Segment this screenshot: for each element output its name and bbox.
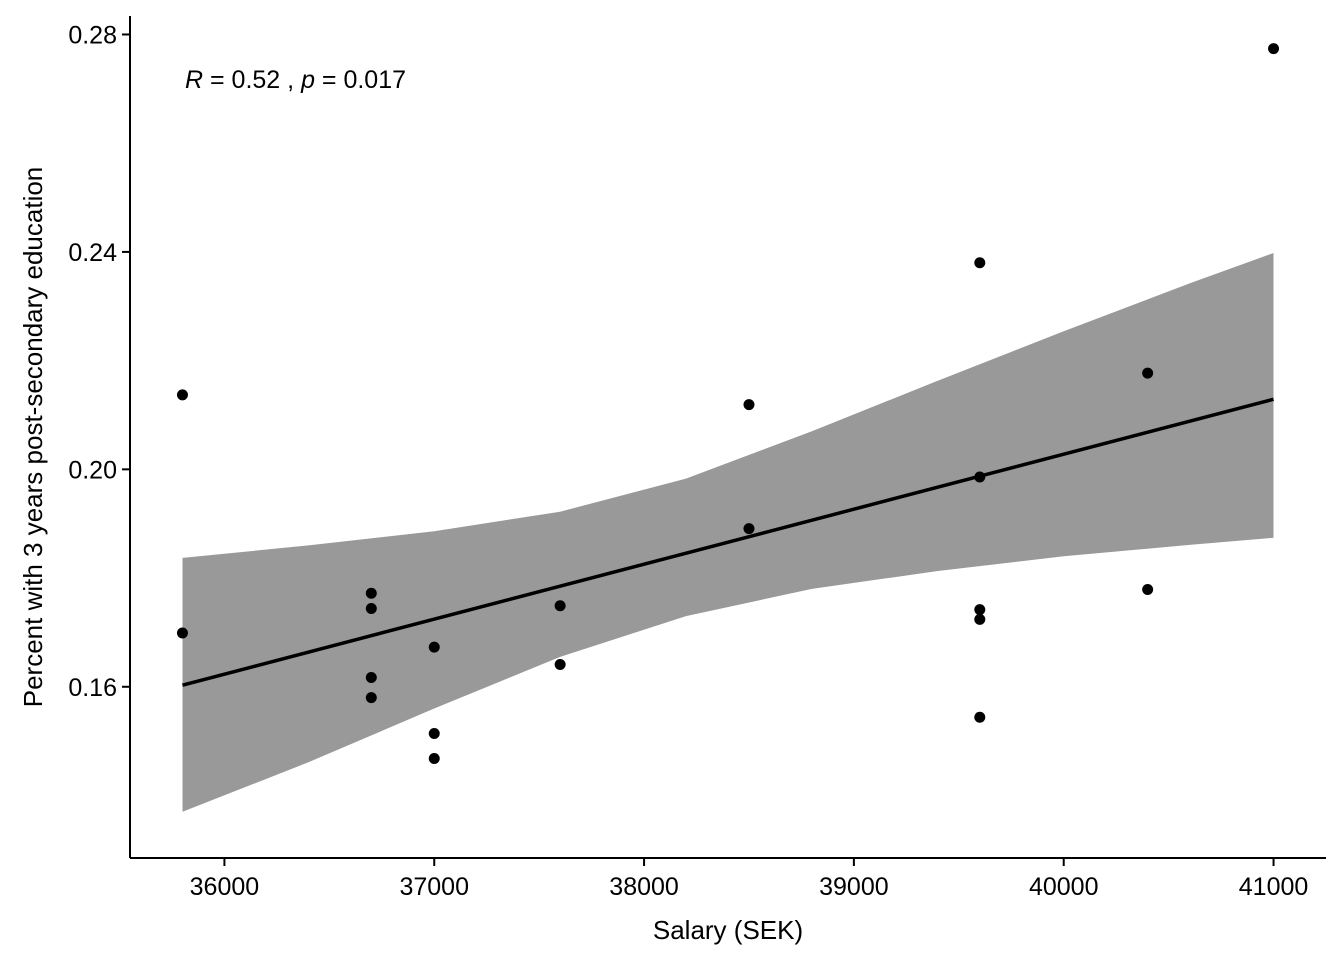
data-point [365, 672, 377, 684]
data-point [176, 389, 188, 401]
data-point [1268, 43, 1280, 55]
data-point [365, 692, 377, 704]
x-axis-title: Salary (SEK) [653, 915, 803, 945]
x-tick-label: 37000 [399, 873, 469, 901]
data-point [176, 627, 188, 639]
data-point [974, 711, 986, 723]
data-point [554, 600, 566, 612]
confidence-band [182, 253, 1274, 812]
r-value-text: = 0.52 , [203, 66, 301, 94]
p-value-text: = 0.017 [315, 66, 406, 94]
data-point [1142, 583, 1154, 595]
data-point [974, 604, 986, 616]
x-tick-label: 38000 [609, 873, 679, 901]
y-axis-title: Percent with 3 years post-secondary educ… [18, 167, 48, 708]
x-tick-label: 41000 [1239, 873, 1309, 901]
data-point [743, 399, 755, 411]
data-point [365, 602, 377, 614]
data-point [554, 658, 566, 670]
y-ticks: 0.16 0.20 0.24 0.28 [68, 21, 130, 702]
data-point [974, 257, 986, 269]
data-point [428, 753, 440, 765]
data-points-layer [176, 43, 1280, 765]
data-point [365, 587, 377, 599]
data-point [1142, 367, 1154, 379]
x-tick-label: 39000 [819, 873, 889, 901]
data-point [428, 641, 440, 653]
data-point [974, 471, 986, 483]
r-symbol: R [185, 66, 203, 94]
p-symbol: p [300, 66, 315, 94]
x-tick-label: 36000 [190, 873, 260, 901]
data-point [743, 523, 755, 535]
data-point [428, 728, 440, 740]
axes [129, 16, 1326, 859]
y-tick-label: 0.28 [68, 21, 117, 49]
y-tick-label: 0.16 [68, 674, 117, 702]
x-ticks: 36000 37000 38000 39000 40000 41000 [190, 858, 1309, 901]
y-tick-label: 0.24 [68, 239, 117, 267]
confidence-band-layer [182, 253, 1274, 812]
data-point [974, 613, 986, 625]
fit-line-layer [182, 397, 1274, 687]
y-tick-label: 0.20 [68, 456, 117, 484]
correlation-annotation: R = 0.52 , p = 0.017 [185, 66, 406, 94]
regression-line [182, 397, 1274, 687]
x-tick-label: 40000 [1029, 873, 1099, 901]
